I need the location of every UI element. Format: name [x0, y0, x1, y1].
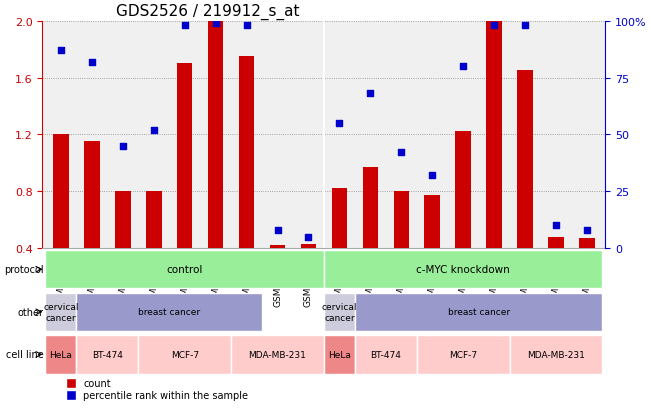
- Point: [272, 227, 283, 233]
- Bar: [579, 238, 594, 248]
- Text: c-MYC knockdown: c-MYC knockdown: [416, 265, 510, 275]
- Point: [334, 120, 344, 127]
- Bar: [331, 189, 347, 248]
- FancyBboxPatch shape: [324, 293, 355, 331]
- Text: breast cancer: breast cancer: [138, 308, 201, 316]
- Point: [56, 48, 66, 55]
- FancyBboxPatch shape: [510, 335, 602, 374]
- FancyBboxPatch shape: [324, 335, 355, 374]
- FancyBboxPatch shape: [46, 293, 76, 331]
- Text: breast cancer: breast cancer: [448, 308, 510, 316]
- Bar: [177, 64, 193, 248]
- Bar: [84, 142, 100, 248]
- Bar: [208, 21, 223, 248]
- FancyBboxPatch shape: [231, 335, 324, 374]
- Point: [180, 23, 190, 29]
- Point: [582, 227, 592, 233]
- Bar: [115, 192, 131, 248]
- Text: cervical
cancer: cervical cancer: [322, 302, 357, 322]
- Bar: [518, 71, 533, 248]
- Text: MDA-MB-231: MDA-MB-231: [249, 350, 307, 359]
- Legend: count, percentile rank within the sample: count, percentile rank within the sample: [57, 374, 252, 404]
- Text: HeLa: HeLa: [328, 350, 351, 359]
- Point: [242, 23, 252, 29]
- Bar: [146, 192, 161, 248]
- Point: [396, 150, 406, 157]
- Text: MCF-7: MCF-7: [449, 350, 477, 359]
- FancyBboxPatch shape: [355, 293, 602, 331]
- Point: [458, 64, 468, 70]
- FancyBboxPatch shape: [46, 250, 324, 289]
- Point: [148, 127, 159, 134]
- Point: [489, 23, 499, 29]
- Bar: [394, 192, 409, 248]
- Text: cell line: cell line: [7, 349, 44, 360]
- Point: [303, 234, 314, 240]
- Text: GDS2526 / 219912_s_at: GDS2526 / 219912_s_at: [116, 4, 299, 20]
- Text: control: control: [167, 265, 203, 275]
- Bar: [301, 244, 316, 248]
- Text: cervical
cancer: cervical cancer: [43, 302, 79, 322]
- Text: BT-474: BT-474: [370, 350, 401, 359]
- FancyBboxPatch shape: [76, 335, 138, 374]
- FancyBboxPatch shape: [417, 335, 510, 374]
- Point: [87, 59, 97, 66]
- FancyBboxPatch shape: [138, 335, 231, 374]
- Point: [118, 143, 128, 150]
- FancyBboxPatch shape: [76, 293, 262, 331]
- Bar: [456, 132, 471, 248]
- Point: [365, 91, 376, 97]
- Point: [427, 173, 437, 179]
- Bar: [486, 21, 502, 248]
- Text: MDA-MB-231: MDA-MB-231: [527, 350, 585, 359]
- Bar: [548, 237, 564, 248]
- Text: other: other: [18, 307, 44, 317]
- Text: protocol: protocol: [5, 265, 44, 275]
- Bar: [239, 57, 255, 248]
- FancyBboxPatch shape: [46, 335, 76, 374]
- Text: HeLa: HeLa: [49, 350, 72, 359]
- Point: [210, 21, 221, 27]
- Text: MCF-7: MCF-7: [171, 350, 199, 359]
- Bar: [270, 245, 285, 248]
- Bar: [424, 196, 440, 248]
- Point: [551, 222, 561, 229]
- FancyBboxPatch shape: [355, 335, 417, 374]
- Text: BT-474: BT-474: [92, 350, 123, 359]
- Bar: [363, 168, 378, 248]
- Point: [520, 23, 531, 29]
- FancyBboxPatch shape: [324, 250, 602, 289]
- Bar: [53, 135, 69, 248]
